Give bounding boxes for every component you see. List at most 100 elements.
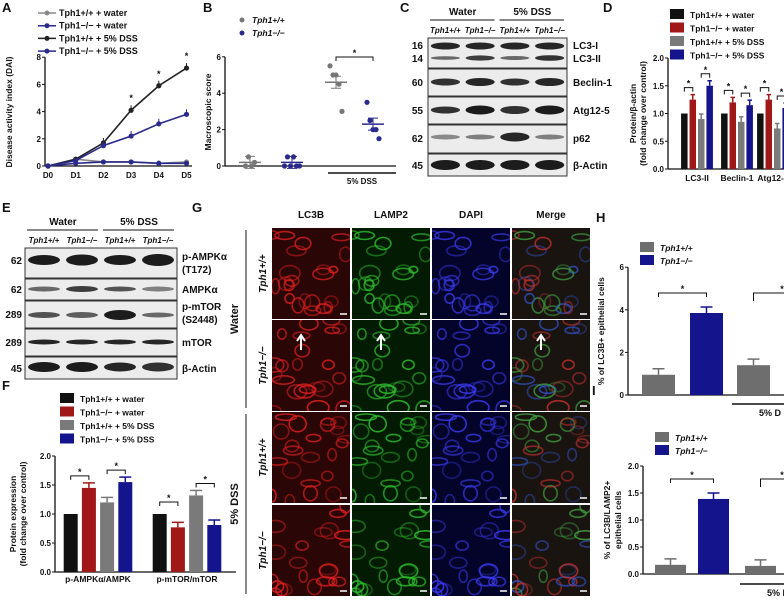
chart-F-y-tick-label: 0.0 [40,568,52,577]
tissue-structure [419,540,430,548]
significance-star: * [681,284,685,294]
chart-I-y-tick-label: 0.5 [628,543,640,552]
tissue-structure [480,417,497,426]
tissue-structure [460,479,481,488]
protein-band [465,105,495,115]
data-point [296,163,303,169]
protein-band [104,362,136,372]
tissue-structure [378,384,397,395]
tissue-structure [274,413,298,422]
tissue-structure [483,300,494,315]
tissue-structure [298,569,309,584]
tissue-structure [455,540,470,552]
significance-star: * [353,48,357,58]
tissue-structure [373,383,396,399]
tissue-structure [352,423,370,440]
tissue-structure [526,383,548,400]
tissue-structure [534,236,552,251]
significance-bracket [658,292,707,297]
protein-band [142,254,174,266]
tissue-structure [467,381,486,393]
tissue-structure [573,530,590,541]
significance-star: * [203,474,207,484]
C-blot-strip [427,96,568,125]
x-tick-label: LC3-II [685,173,709,183]
tissue-structure [352,357,365,373]
genotype-row-label: Tph1+/+ [258,438,269,477]
micrograph-background [272,505,350,596]
series-line [47,67,187,167]
protein-label: p62 [573,134,591,145]
chart-D-y-tick-label: 2.0 [653,54,665,63]
tissue-structure [300,451,321,463]
legend-marker [44,10,50,16]
legend-label: Tph1+/+ [675,433,708,443]
legend-label: Tph1−/− [675,446,708,456]
tissue-structure [514,413,538,422]
tissue-structure [454,236,472,251]
tissue-structure [362,445,384,456]
tissue-structure [321,359,335,371]
protein-band [430,134,460,140]
tissue-structure [523,274,540,287]
tissue-structure [465,433,482,443]
tissue-structure [512,375,536,385]
micrograph-background [512,412,590,503]
tissue-structure [324,326,341,335]
blot-frame [24,278,178,301]
tissue-structure [553,527,573,538]
tissue-structure [354,230,376,241]
tissue-structure [284,493,296,503]
tissue-structure [312,267,335,281]
tissue-structure [338,246,350,263]
x-tick-label: D3 [126,171,137,180]
genotype-label: Tph1+/+ [430,26,461,35]
genotype-label: Tph1+/+ [105,236,136,245]
bar [207,525,222,572]
tissue-structure [495,438,509,449]
tissue-structure [322,320,341,326]
tissue-structure [564,326,581,335]
tissue-structure [300,479,321,488]
legend-label: Tph1−/− [660,256,693,266]
tissue-structure [531,357,544,371]
condition-label: Water [449,7,477,18]
tissue-structure [407,447,418,462]
tissue-structure [383,305,402,317]
micrograph-lamp2 [352,505,430,596]
tissue-structure [286,383,308,400]
tissue-structure [329,416,348,430]
tissue-structure [512,230,520,240]
protein-band [66,286,98,292]
chart-A-y-tick-label: 2 [37,135,42,144]
data-point [327,63,333,69]
y-axis-label: Disease activity index (DAI) [4,56,14,167]
chart-A-y-tick-label: 0 [37,162,42,171]
channel-label: LAMP2 [374,210,408,221]
E-blot-strip [24,278,178,301]
tissue-structure [400,417,417,426]
micrograph-lc3b [272,228,350,319]
tissue-structure [478,563,499,579]
protein-label: LC3-II [573,54,601,65]
chart-I-y-tick-label: 2.0 [628,462,640,471]
protein-band [465,55,495,61]
tissue-structure [331,233,350,242]
tissue-structure [325,486,342,503]
tissue-structure [288,556,308,569]
tissue-structure [512,587,523,596]
tissue-structure [352,375,376,385]
x-tick-label: D1 [71,171,82,180]
protein-band [430,56,460,60]
tissue-structure [272,230,280,240]
tissue-structure [571,576,587,587]
group-label: 5% D [759,408,782,418]
tissue-structure [540,451,561,463]
tissue-structure [320,417,337,426]
tissue-structure [327,447,338,462]
bar [737,365,770,395]
genotype-row-label: Tph1−/− [258,531,269,570]
tissue-structure [452,331,471,341]
condition-label: Water [229,303,241,334]
tissue-structure [512,457,529,466]
